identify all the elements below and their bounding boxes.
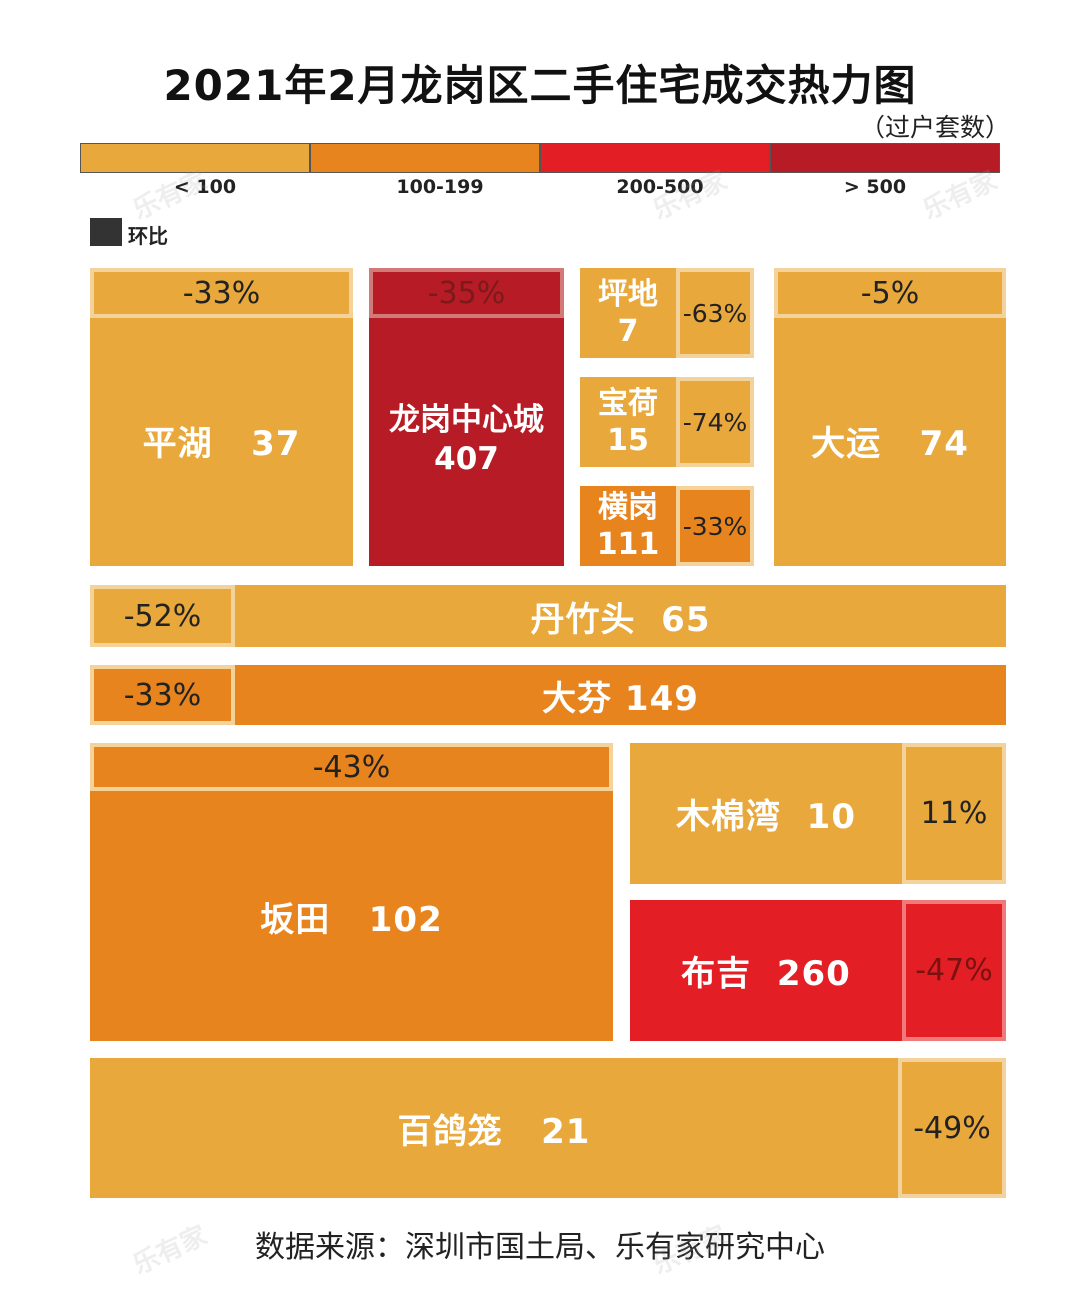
pct-longgang-center: -35% — [369, 268, 564, 318]
pct-pinghu: -33% — [90, 268, 353, 318]
pct-baohe: -74% — [676, 377, 754, 467]
pct-bantian: -43% — [90, 743, 613, 791]
cell-mumianwan: 木棉湾 10 — [630, 743, 902, 884]
mom-legend-label: 环比 — [128, 224, 168, 248]
pct-mumianwan: 11% — [902, 743, 1006, 884]
pct-danzhutou: -52% — [90, 585, 235, 647]
pct-dafen: -33% — [90, 665, 235, 725]
cell-pingdi: 坪地 7 — [580, 268, 676, 358]
cell-dafen-label: 大芬 149 — [542, 678, 699, 719]
cell-mumianwan-label: 木棉湾 10 — [675, 797, 856, 837]
cell-henggang: 横岗 111 — [580, 486, 676, 566]
legend-label-gt500: > 500 — [843, 176, 907, 198]
cell-danzhutou-label: 丹竹头 65 — [530, 599, 711, 640]
pct-baigelong: -49% — [898, 1058, 1006, 1198]
unit-label: （过户套数） — [860, 113, 1011, 142]
cell-buji-label: 布吉 260 — [681, 954, 851, 994]
cell-baigelong: 百鸽笼 21 — [90, 1058, 898, 1198]
legend-swatch-gt500 — [770, 143, 1000, 173]
pct-dayun: -5% — [774, 268, 1006, 318]
cell-bantian: 坂田 102 — [90, 743, 613, 1041]
legend-label-100-199: 100-199 — [396, 176, 484, 198]
pct-henggang: -33% — [676, 486, 754, 566]
cell-baohe: 宝荷 15 — [580, 377, 676, 467]
legend-swatch-200-500 — [540, 143, 770, 173]
legend-swatch-lt100 — [80, 143, 310, 173]
legend-label-lt100: < 100 — [173, 176, 237, 198]
cell-pinghu-label: 平湖 37 — [142, 423, 301, 464]
cell-buji: 布吉 260 — [630, 900, 902, 1041]
mom-legend-square — [90, 218, 122, 246]
legend-label-200-500: 200-500 — [616, 176, 704, 198]
pct-buji: -47% — [902, 900, 1006, 1041]
cell-bantian-label: 坂田 102 — [260, 899, 443, 940]
cell-baigelong-label: 百鸽笼 21 — [397, 1111, 591, 1152]
cell-dafen: 大芬 149 — [90, 665, 1006, 725]
cell-danzhutou: 丹竹头 65 — [90, 585, 1006, 647]
source-note: 数据来源：深圳市国土局、乐有家研究中心 — [255, 1230, 825, 1265]
pct-pingdi: -63% — [676, 268, 754, 358]
cell-dayun-label: 大运 74 — [811, 423, 969, 464]
chart-title: 2021年2月龙岗区二手住宅成交热力图 — [163, 61, 917, 110]
legend-swatch-100-199 — [310, 143, 540, 173]
